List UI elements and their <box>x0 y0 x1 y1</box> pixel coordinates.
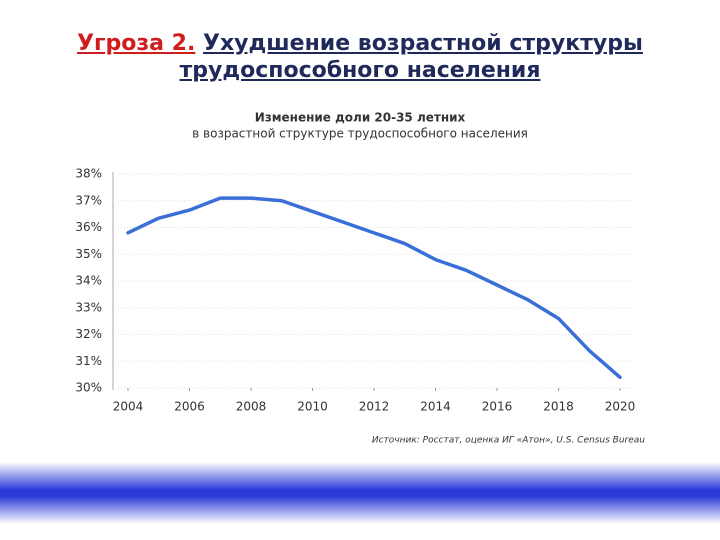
line-series <box>126 196 622 380</box>
slide-title: Угроза 2. Ухудшение возрастной структуры… <box>0 30 720 84</box>
x-tick-label: 2008 <box>236 400 267 414</box>
x-tick-label: 2016 <box>482 400 513 414</box>
chart: Изменение доли 20-35 летних в возрастной… <box>75 111 645 446</box>
x-tick-label: 2014 <box>420 400 451 414</box>
y-tick-label: 32% <box>75 327 102 341</box>
x-tick-label: 2010 <box>297 400 328 414</box>
title-line: трудоспособного населения <box>179 58 541 83</box>
y-tick-label: 31% <box>75 354 102 368</box>
chart-title: Изменение доли 20-35 летних <box>255 111 466 125</box>
y-tick-label: 35% <box>75 247 102 261</box>
source: Источник: Росстат, оценка ИГ «Атон», U.S… <box>372 436 645 446</box>
title-line: Ухудшение возрастной структуры <box>203 31 643 56</box>
y-tick-label: 37% <box>75 193 102 207</box>
footer-band <box>0 462 720 524</box>
x-tick-label: 2020 <box>605 400 636 414</box>
y-tick-label: 30% <box>75 381 102 395</box>
y-tick-label: 36% <box>75 220 102 234</box>
y-tick-label: 33% <box>75 300 102 314</box>
y-tick-label: 34% <box>75 274 102 288</box>
x-tick-label: 2012 <box>359 400 390 414</box>
x-tick-label: 2018 <box>543 400 574 414</box>
chart-subtitle: в возрастной структуре трудоспособного н… <box>192 127 528 141</box>
title-prefix: Угроза 2. <box>77 31 196 56</box>
x-tick-label: 2006 <box>174 400 205 414</box>
y-tick-label: 38% <box>75 167 102 181</box>
x-tick-label: 2004 <box>113 400 144 414</box>
